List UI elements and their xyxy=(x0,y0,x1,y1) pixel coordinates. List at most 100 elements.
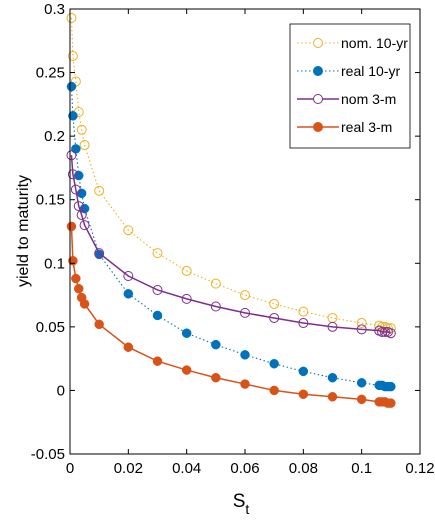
x-tick-label: 0.02 xyxy=(114,460,143,477)
data-point-nom-3-m xyxy=(240,307,250,318)
data-point-real-3-m xyxy=(74,283,84,294)
legend-label: nom. 10-yr xyxy=(341,35,408,51)
data-point-real-10-yr xyxy=(386,381,396,392)
series-nom-3-m xyxy=(66,150,396,339)
data-point-nom-10-yr xyxy=(123,225,134,236)
data-point-nom-3-m xyxy=(76,209,87,220)
legend-item-nom-10-yr: nom. 10-yr xyxy=(297,35,408,51)
data-point-real-3-m xyxy=(269,385,279,396)
ticks-layer: 0 0.02 0.04 0.06 0.08 0.1 0.12-0.0500.050.10.1… xyxy=(31,1,435,477)
series-real-3-m xyxy=(66,221,396,408)
data-point-nom-10-yr xyxy=(67,51,78,62)
data-point-real-3-m xyxy=(211,372,221,383)
data-point-nom-3-m xyxy=(385,328,396,339)
x-tick-label: 0.1 xyxy=(351,460,372,477)
legend-marker xyxy=(313,38,323,48)
legend-label: real 10-yr xyxy=(341,63,400,79)
legend-item-real-10-yr: real 10-yr xyxy=(297,63,400,79)
x-axis-label-main: S xyxy=(233,491,246,512)
data-point-real-10-yr xyxy=(66,81,77,92)
data-point-real-10-yr xyxy=(327,372,338,383)
x-axis-label-subscript: t xyxy=(245,501,249,517)
legend-item-real-3-m: real 3-m xyxy=(297,119,392,135)
data-point-nom-3-m xyxy=(210,301,221,312)
x-tick-label: 0 xyxy=(66,460,74,477)
data-point-nom-3-m xyxy=(67,169,78,180)
data-point-nom-3-m xyxy=(356,324,367,335)
data-point-nom-3-m xyxy=(269,312,280,323)
legend-item-nom-3-m: nom 3-m xyxy=(297,91,396,107)
data-point-nom-10-yr xyxy=(66,12,77,23)
data-point-nom-3-m xyxy=(380,326,390,337)
y-tick-label: 0.25 xyxy=(36,65,65,82)
legend-marker xyxy=(313,122,323,132)
data-point-nom-10-yr xyxy=(356,318,367,329)
data-point-real-3-m xyxy=(94,319,104,330)
data-point-nom-10-yr xyxy=(76,124,87,135)
data-point-real-3-m xyxy=(386,398,396,408)
data-point-real-3-m xyxy=(298,389,309,399)
legend-label: nom 3-m xyxy=(341,91,396,107)
data-point-real-3-m xyxy=(356,394,367,405)
y-tick-label: 0.3 xyxy=(44,1,65,18)
data-point-real-3-m xyxy=(66,221,77,232)
data-point-real-10-yr xyxy=(181,328,192,338)
data-point-nom-10-yr xyxy=(181,265,192,276)
legend-marker xyxy=(313,94,323,104)
x-axis-label: St xyxy=(233,491,250,517)
data-point-real-3-m xyxy=(79,299,90,309)
data-point-nom-3-m xyxy=(152,284,163,295)
data-point-real-10-yr xyxy=(211,339,221,350)
data-point-nom-10-yr xyxy=(210,278,221,289)
data-point-real-10-yr xyxy=(298,366,309,377)
data-point-real-10-yr xyxy=(68,111,78,121)
data-point-nom-10-yr xyxy=(152,248,163,259)
y-tick-label: -0.05 xyxy=(31,446,65,463)
legend-box xyxy=(289,23,411,149)
data-point-real-3-m xyxy=(152,356,163,366)
data-point-real-10-yr xyxy=(269,358,279,369)
series-nom-10-yr xyxy=(66,12,396,334)
data-point-nom-10-yr xyxy=(240,290,250,301)
data-point-real-10-yr xyxy=(123,289,134,299)
data-point-real-10-yr xyxy=(71,144,81,154)
data-point-nom-10-yr xyxy=(79,140,90,151)
data-point-real-10-yr xyxy=(240,350,250,360)
x-tick-label: 0.12 xyxy=(405,460,434,477)
x-tick-label: 0.04 xyxy=(172,460,201,477)
data-point-real-3-m xyxy=(327,392,338,402)
data-point-real-10-yr xyxy=(74,170,84,181)
data-point-nom-10-yr xyxy=(298,306,309,317)
data-point-real-3-m xyxy=(123,342,134,352)
data-point-real-3-m xyxy=(240,379,250,389)
data-point-real-3-m xyxy=(181,365,192,375)
data-point-nom-3-m xyxy=(66,150,77,161)
data-point-real-3-m xyxy=(71,273,81,284)
data-point-nom-10-yr xyxy=(269,298,280,309)
x-tick-label: 0.08 xyxy=(289,460,318,477)
data-point-nom-3-m xyxy=(327,321,338,332)
y-tick-label: 0.05 xyxy=(36,319,65,336)
data-point-nom-3-m xyxy=(94,248,105,259)
data-point-nom-3-m xyxy=(73,201,84,212)
legend-label: real 3-m xyxy=(341,119,392,135)
data-point-nom-3-m xyxy=(181,293,192,304)
data-point-real-10-yr xyxy=(356,378,367,388)
data-point-nom-3-m xyxy=(123,271,134,281)
series-layer xyxy=(66,12,396,408)
data-point-nom-10-yr xyxy=(94,185,105,196)
data-point-nom-3-m xyxy=(79,220,90,231)
series-line-nom-3-m xyxy=(70,155,392,334)
y-tick-label: 0 xyxy=(57,382,65,399)
y-tick-label: 0.2 xyxy=(44,128,65,145)
data-point-nom-3-m xyxy=(70,184,81,195)
series-line-nom-10-yr xyxy=(70,17,391,329)
series-real-10-yr xyxy=(66,81,396,392)
legend: nom. 10-yr real 10-yr nom 3-m real 3-m xyxy=(289,23,411,149)
y-tick-label: 0.1 xyxy=(44,255,65,272)
data-point-nom-3-m xyxy=(298,318,309,329)
y-axis-label: yield to maturity xyxy=(15,175,32,287)
x-tick-label: 0.06 xyxy=(230,460,259,477)
data-point-real-10-yr xyxy=(152,310,163,321)
